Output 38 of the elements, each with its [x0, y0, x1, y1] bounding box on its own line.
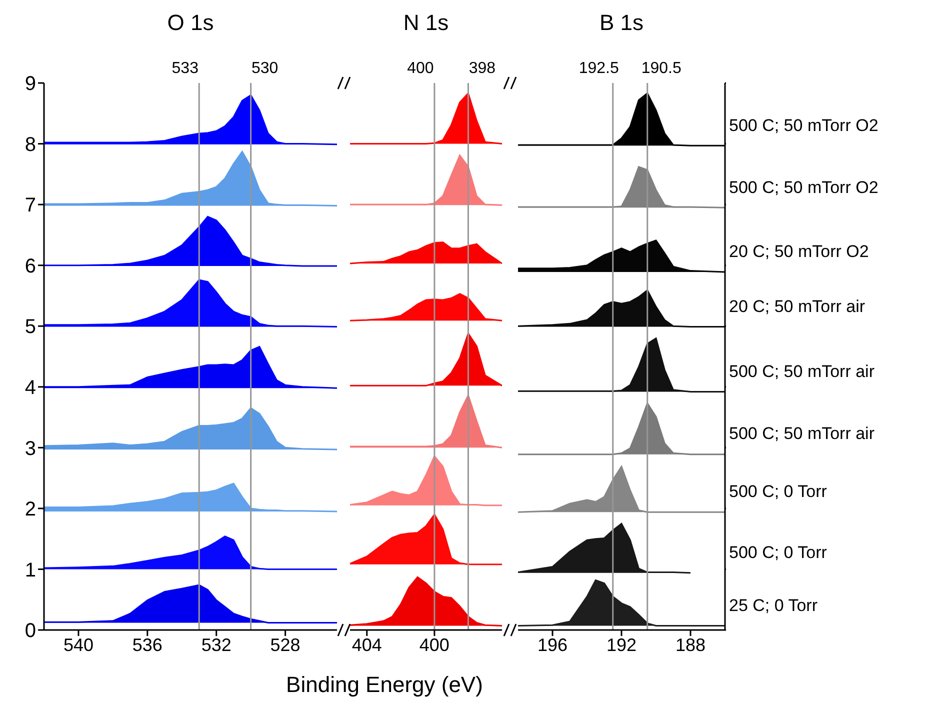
y-tick-label: 9	[24, 73, 36, 96]
series-label: 20 C; 50 mTorr air	[729, 296, 866, 317]
ref-line-label: 398	[468, 60, 496, 77]
y-tick-label: 8	[24, 134, 36, 156]
text: 500 C; 0 Torr	[729, 542, 827, 563]
x-tick-label: 196	[537, 634, 568, 655]
x-axis-title: Binding Energy (eV)	[285, 672, 484, 698]
x-tick-label: 404	[352, 634, 382, 655]
series-label: 500 C; 50 mTorr O2	[729, 178, 878, 198]
x-tick-label: 400	[419, 634, 450, 655]
series-label: 500 C; 0 Torr	[729, 482, 827, 502]
x-tick-label: 532	[201, 634, 232, 655]
chart-title: B 1s	[598, 10, 645, 36]
series-label: 20 C; 50 mTorr O2	[729, 242, 869, 262]
y-tick-label: 5	[24, 316, 36, 338]
y-tick-label: 4	[24, 376, 36, 399]
x-tick-label: 528	[270, 634, 300, 655]
y-tick-label: 2	[24, 498, 36, 521]
y-tick-label: 3	[24, 438, 36, 460]
ref-line-label: 533	[172, 60, 199, 77]
ref-line-label: 192.5	[578, 60, 619, 77]
y-tick-label: 7	[24, 194, 36, 217]
x-tick-label: 540	[63, 634, 94, 655]
chart-title: N 1s	[402, 10, 450, 36]
x-tick-label: 188	[675, 634, 706, 655]
series-label: 25 C; 0 Torr	[729, 596, 818, 616]
series-label: 500 C; 50 mTorr air	[729, 424, 874, 444]
y-tick-label: 0	[24, 620, 36, 642]
x-tick-label: 192	[606, 634, 637, 655]
series-label: 500 C; 50 mTorr air	[729, 362, 874, 382]
ref-line-label: 400	[407, 60, 434, 77]
x-tick-label: 536	[132, 634, 162, 655]
y-tick-label: 6	[24, 255, 36, 278]
ref-line-label: 190.5	[641, 60, 682, 77]
series-label: 500 C; 50 mTorr O2	[729, 116, 878, 136]
chart-title: O 1s	[166, 10, 215, 36]
y-tick-label: 1	[24, 559, 36, 582]
ref-line-label: 530	[251, 60, 278, 77]
